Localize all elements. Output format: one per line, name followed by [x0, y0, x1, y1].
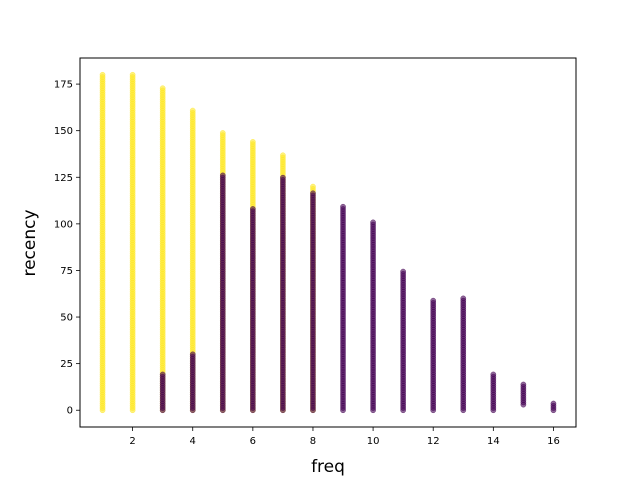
y-tick-label: 0 [67, 406, 73, 417]
purple-points-x7 [280, 174, 286, 414]
data-point [430, 297, 437, 304]
purple-points-x15 [520, 381, 527, 408]
data-point [550, 400, 557, 407]
purple-points-x10 [370, 219, 376, 414]
x-axis-label: freq [311, 457, 345, 477]
purple-points-x9 [340, 203, 346, 414]
data-point [400, 268, 406, 275]
data-point [310, 190, 316, 197]
purple-points-x5 [219, 172, 226, 414]
data-points [99, 71, 557, 414]
data-point [280, 174, 286, 181]
x-tick-label: 10 [367, 436, 380, 447]
purple-points-x16 [550, 400, 557, 414]
x-tick-label: 8 [310, 436, 316, 447]
data-point [189, 351, 196, 358]
yellow-points-x1 [99, 71, 106, 414]
y-tick-label: 175 [54, 80, 73, 91]
data-point [280, 152, 286, 159]
y-tick-label: 100 [54, 219, 73, 230]
data-point [250, 206, 256, 212]
x-tick-label: 12 [427, 436, 440, 447]
y-axis-ticks: 0 25 50 75 100 125 150 175 [54, 80, 80, 417]
x-tick-label: 16 [547, 436, 560, 447]
x-axis-ticks: 2 4 6 8 10 12 14 16 [129, 427, 560, 447]
purple-points-x4 [189, 351, 196, 414]
data-point [460, 295, 467, 302]
data-point [520, 381, 527, 388]
y-tick-label: 125 [54, 173, 73, 184]
data-point [159, 371, 166, 378]
purple-points-x14 [490, 371, 497, 414]
purple-points-x13 [460, 295, 467, 414]
purple-points-x3 [159, 371, 166, 414]
data-point [490, 371, 497, 378]
data-point [219, 130, 226, 136]
plot-frame [79, 57, 577, 428]
purple-points-x11 [400, 268, 406, 414]
x-tick-label: 2 [129, 436, 135, 447]
y-tick-label: 25 [60, 359, 73, 370]
data-point [129, 71, 136, 78]
data-point [340, 203, 346, 210]
data-point [310, 183, 316, 190]
yellow-points-x3 [159, 85, 166, 414]
y-tick-label: 75 [60, 266, 73, 277]
purple-points-x8 [310, 190, 316, 414]
x-tick-label: 6 [250, 436, 256, 447]
data-point [159, 85, 166, 92]
data-point [189, 107, 196, 114]
yellow-points-x2 [129, 71, 136, 414]
data-point [370, 219, 376, 226]
data-point [99, 71, 106, 78]
data-point [219, 172, 226, 179]
purple-points-x6 [250, 206, 256, 414]
y-tick-label: 150 [54, 126, 73, 137]
data-point [250, 139, 256, 145]
x-tick-label: 14 [487, 436, 500, 447]
y-tick-label: 50 [60, 313, 73, 324]
y-axis-label: recency [20, 209, 40, 276]
x-tick-label: 4 [190, 436, 196, 447]
purple-points-x12 [430, 297, 437, 414]
